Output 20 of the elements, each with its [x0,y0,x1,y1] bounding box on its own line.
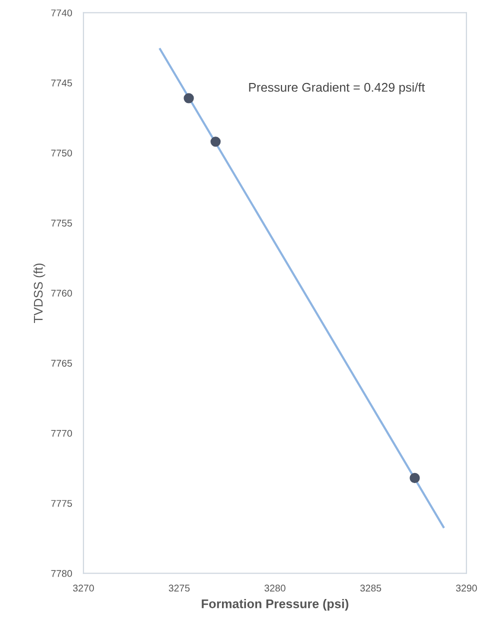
x-tick-label: 3270 [73,584,94,592]
point [210,136,221,147]
y-tick-label: 7780 [51,570,72,577]
annotation: Pressure Gradient = 0.429 psi/ft [249,82,425,94]
y-tick-label: 7760 [51,290,72,297]
x-tick-label: 3290 [456,584,477,592]
y-axis-title: TVDSS (ft) [34,264,46,323]
y-tick-label: 7745 [51,80,72,86]
y-tick-label: 7770 [51,430,72,437]
point [184,93,194,104]
x-tick-label: 3285 [360,584,382,592]
x-tick-label: 3275 [168,584,190,592]
y-tick-label: 7750 [51,150,72,156]
y-tick-label: 7775 [51,500,72,507]
point [410,472,420,484]
x-tick-label: 3280 [264,584,286,592]
y-tick-label: 7755 [51,220,72,227]
y-tick-label: 7765 [51,360,72,367]
y-tick-label: 7740 [51,9,72,16]
x-axis-title: Formation Pressure (psi) [202,599,348,611]
